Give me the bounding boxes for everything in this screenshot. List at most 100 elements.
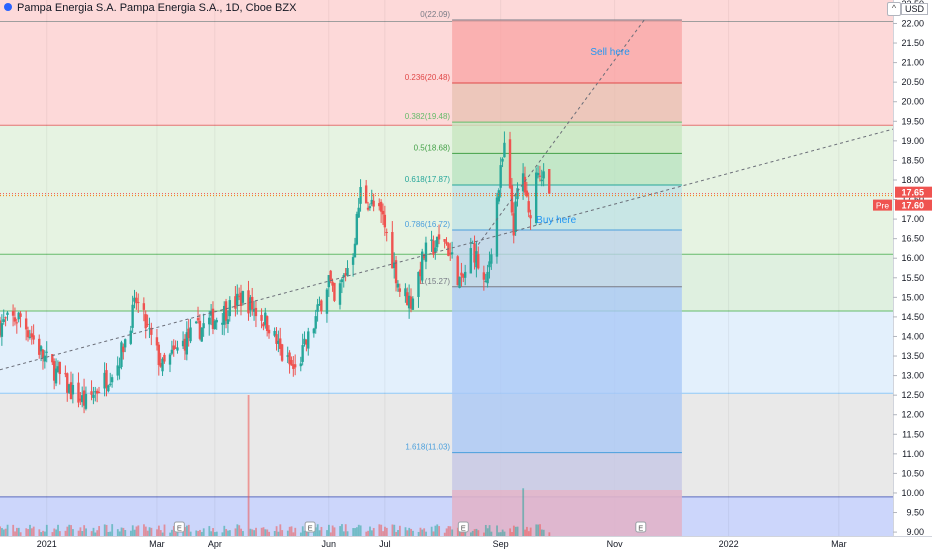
volume-bar: [105, 524, 108, 536]
volume-bar: [215, 531, 218, 536]
candle-body: [30, 333, 33, 338]
candle-body: [155, 337, 159, 346]
volume-bar: [146, 530, 149, 536]
volume-bar: [526, 526, 528, 536]
volume-bar: [234, 528, 237, 536]
collapse-arrow-icon[interactable]: ^: [887, 2, 901, 16]
candle-body: [168, 354, 172, 365]
volume-bar: [72, 529, 74, 536]
candle-body: [523, 176, 527, 193]
candle-body: [340, 279, 344, 283]
candle-body: [421, 251, 424, 281]
volume-bar: [509, 528, 512, 536]
zone-band-4: [0, 393, 893, 497]
volume-bar: [186, 525, 188, 536]
volume-bar: [169, 532, 172, 536]
volume-bar: [58, 531, 61, 536]
earnings-marker-3: [635, 521, 647, 533]
volume-bar: [318, 530, 321, 536]
time-axis-panel: [0, 536, 932, 550]
candle-body: [264, 312, 267, 325]
candle-body: [536, 172, 540, 176]
volume-bar: [419, 527, 422, 536]
candle-body: [95, 390, 99, 394]
candle-body: [194, 321, 198, 324]
candle-body: [249, 297, 252, 311]
volume-bar: [2, 529, 5, 536]
candle-body: [54, 368, 58, 384]
candle-body: [357, 207, 360, 218]
candle-body: [508, 139, 512, 188]
volume-bar: [421, 529, 424, 536]
y-tick-label: 10.50: [901, 468, 924, 478]
symbol-header[interactable]: Pampa Energia S.A. Pampa Energia S.A., 1…: [4, 2, 296, 14]
candle-body: [277, 340, 280, 344]
candle-body: [320, 300, 323, 312]
volume-bar: [384, 526, 386, 536]
volume-bar: [537, 524, 540, 536]
candle-body: [548, 169, 551, 194]
candle-body: [381, 210, 385, 215]
currency-label[interactable]: USD: [900, 3, 928, 15]
candle-body: [488, 261, 491, 268]
current-price-badge: [895, 186, 932, 198]
candle-body: [26, 330, 30, 338]
candle-body: [58, 361, 61, 375]
y-tick-label: 10.00: [901, 488, 924, 498]
candle-body: [131, 304, 134, 328]
candle-body: [6, 312, 9, 315]
fib-fill-4: [452, 185, 682, 231]
volume-bar: [378, 524, 381, 536]
volume-bar: [512, 525, 515, 536]
volume-bar: [393, 524, 396, 536]
y-tick-label: 19.50: [901, 116, 924, 126]
candle-body: [77, 382, 80, 403]
y-tick-label: 20.00: [901, 97, 924, 107]
candle-body: [514, 201, 517, 233]
x-tick-label: Mar: [831, 539, 847, 549]
volume-bar: [514, 526, 517, 536]
volume-bar: [367, 530, 370, 536]
y-tick-label: 18.00: [901, 175, 924, 185]
volume-bar: [522, 488, 525, 536]
volume-bar: [25, 528, 28, 536]
candle-body: [241, 291, 245, 303]
volume-bar: [29, 524, 31, 536]
zone-band-2: [0, 254, 893, 312]
volume-bar: [447, 526, 450, 536]
candle-body: [247, 290, 250, 314]
candle-body: [484, 280, 487, 283]
annotation-1: Buy here: [536, 215, 576, 226]
volume-bar: [156, 529, 158, 536]
candle-body: [286, 355, 289, 357]
volume-bar: [150, 527, 153, 536]
volume-bar: [499, 532, 502, 536]
candle-body: [316, 304, 319, 312]
candle-body: [383, 214, 387, 228]
candle-body: [107, 385, 110, 392]
volume-bar: [529, 527, 532, 536]
volume-bar: [277, 531, 280, 536]
candle-body: [325, 289, 329, 314]
volume-bar: [171, 529, 173, 536]
trendline-0: [0, 128, 894, 371]
premarket-tag-label: Pre: [876, 201, 890, 211]
volume-bar: [68, 524, 71, 536]
candle-body: [189, 327, 192, 342]
volume-bar: [208, 526, 211, 536]
volume-bar: [380, 524, 383, 536]
fib-label-3: 0.5(18.68): [414, 143, 451, 152]
volume-bar: [184, 527, 186, 536]
volume-bar: [40, 532, 43, 536]
volume-bar: [53, 528, 56, 536]
candle-body: [120, 342, 123, 367]
volume-bar: [163, 524, 166, 536]
candle-body: [331, 281, 334, 286]
y-tick-label: 17.00: [901, 214, 924, 224]
volume-bar: [118, 531, 121, 536]
candle-body: [299, 363, 302, 367]
candle-body: [51, 354, 54, 363]
candle-body: [64, 373, 67, 375]
